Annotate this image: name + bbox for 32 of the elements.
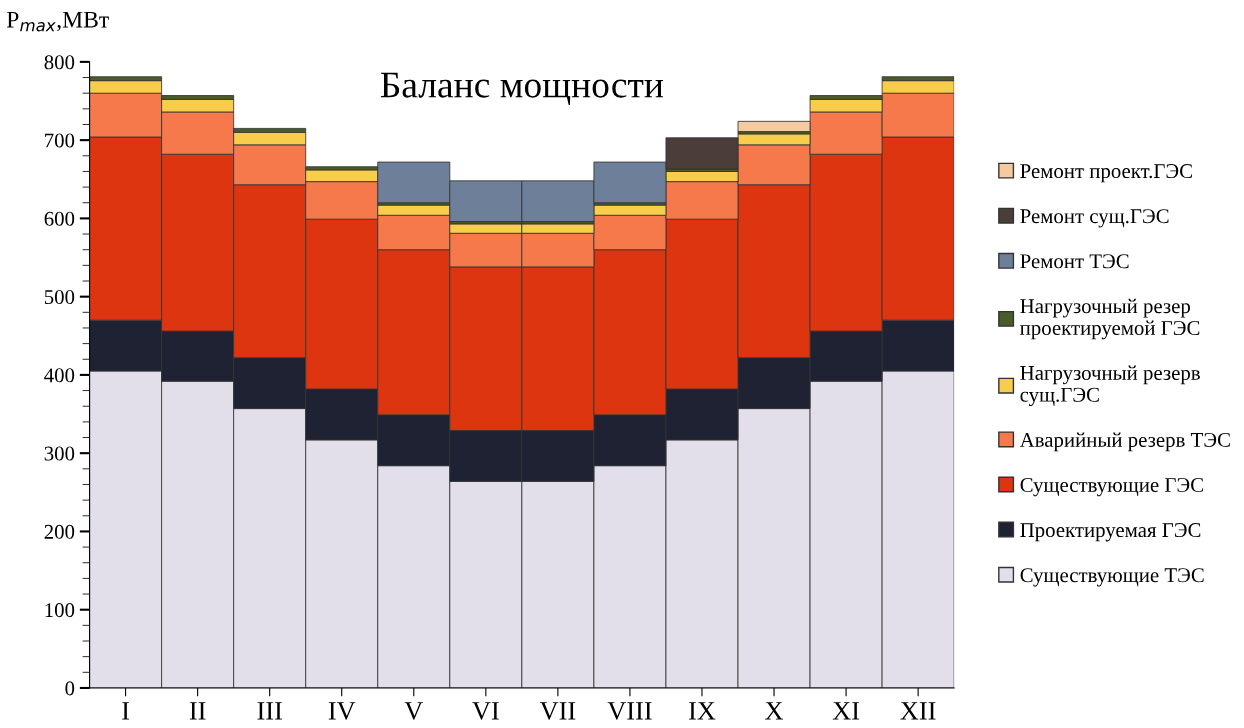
y-tick-label: 700	[45, 133, 75, 148]
x-tick-label: XII	[900, 702, 936, 720]
legend-label: Нагрузочный резер проектируемой ГЭС	[1020, 298, 1200, 340]
x-tick-label: VIII	[607, 702, 652, 720]
legend-label: Аварийный резерв ТЭС	[1019, 432, 1230, 452]
x-tick-label: V	[404, 702, 424, 720]
x-tick-label: IV	[328, 702, 356, 720]
legend-label: Проектируемая ГЭС	[1020, 523, 1201, 542]
legend-label: Существующие ТЭС	[1020, 568, 1204, 587]
legend-label: Ремонт ТЭС	[1020, 254, 1129, 269]
legend-label: Ремонт сущ.ГЭС	[1020, 209, 1169, 228]
x-tick-label: IX	[689, 702, 716, 720]
legend-label: Существующие ГЭС	[1020, 477, 1203, 497]
y-tick-label: 300	[44, 446, 75, 461]
x-tick-label: VII	[539, 702, 576, 720]
chart-title: Баланс мощности	[380, 72, 664, 106]
x-tick-label: X	[765, 702, 784, 720]
x-tick-label: I	[122, 702, 130, 720]
x-tick-label: II	[189, 702, 206, 720]
legend-label: Ремонт проект.ГЭС	[1020, 164, 1192, 183]
y-tick-label: 400	[44, 368, 75, 383]
legend-label: Нагрузочный резерв сущ.ГЭС	[1020, 365, 1200, 407]
y-axis-title: P$_{max}$,МВт	[6, 11, 109, 32]
y-tick-label: 100	[45, 603, 75, 618]
x-tick-label: III	[257, 702, 282, 720]
y-tick-label: 200	[44, 524, 75, 539]
y-tick-label: 600	[44, 211, 75, 226]
x-tick-label: VI	[472, 702, 499, 720]
y-tick-label: 0	[65, 681, 75, 696]
x-tick-label: XI	[832, 702, 860, 720]
y-tick-label: 800	[44, 55, 75, 70]
y-tick-label: 500	[44, 290, 75, 305]
